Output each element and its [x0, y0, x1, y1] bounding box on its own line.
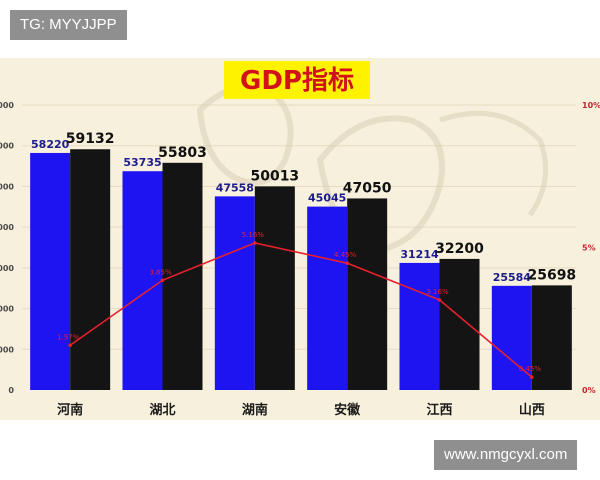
bar-value-label: 47050: [343, 180, 392, 196]
growth-point-label: 1.57%: [57, 333, 80, 341]
bar-value-label: 25698: [527, 267, 576, 283]
growth-point: [253, 241, 257, 245]
bar-series-1: [399, 262, 440, 390]
growth-line: 1.57% 3.85% 5.16% 4.45% 3.16% 0.45%: [57, 231, 541, 379]
bar-series-2: [531, 285, 572, 390]
x-tick-label: 湖北: [149, 403, 175, 418]
y-tick-label: 40000: [0, 223, 14, 232]
growth-point-label: 3.16%: [426, 288, 449, 296]
x-tick-label: 河南: [57, 402, 83, 418]
growth-point: [68, 343, 72, 348]
y2-tick-label: 5%: [582, 244, 596, 253]
bar-series-2: [70, 149, 111, 390]
growth-point-label: 3.85%: [149, 268, 172, 276]
x-tick-label: 湖南: [242, 402, 268, 418]
bar-series-1: [491, 285, 532, 390]
y-axis-left: 0 10000 20000 30000 40000 50000 60000 70000: [0, 101, 14, 395]
bar-value-label: 59132: [66, 131, 115, 147]
y2-tick-label: 10%: [582, 101, 600, 110]
bar-value-label: 25584: [493, 271, 532, 284]
y-tick-label: 30000: [0, 264, 14, 273]
y-tick-label: 10000: [0, 345, 14, 354]
bar-value-label: 58220: [31, 138, 70, 151]
bar-value-label: 32200: [435, 241, 484, 257]
gdp-chart: 0 10000 20000 30000 40000 50000 60000 70000 0% 5…: [0, 61, 600, 418]
bar-series-2: [439, 258, 480, 390]
growth-point-label: 4.45%: [334, 251, 357, 259]
bar-value-label: 50013: [250, 168, 299, 184]
y-tick-label: 0: [8, 386, 14, 395]
gridlines: [22, 104, 576, 350]
bar-series-2: [162, 162, 203, 390]
growth-point: [437, 298, 442, 302]
bar-series-1: [307, 206, 348, 390]
growth-point: [160, 278, 165, 283]
x-tick-label: 安徽: [334, 402, 361, 418]
growth-point: [530, 375, 534, 379]
bar-value-label: 31214: [400, 248, 439, 261]
growth-point-label: 5.16%: [242, 231, 265, 239]
x-tick-label: 山西: [519, 402, 545, 418]
growth-point: [345, 261, 349, 265]
bar-series-1: [122, 171, 163, 390]
bar-series-1: [214, 196, 255, 390]
bar-series-2: [254, 186, 295, 390]
chart-title: GDP指标: [240, 66, 354, 96]
bar-value-label: 45045: [308, 192, 346, 205]
growth-point-label: 0.45%: [519, 365, 542, 373]
bar-value-label: 55803: [158, 145, 207, 161]
growth-line-path: [69, 242, 533, 378]
bar-series-1: [30, 152, 71, 390]
site-watermark: www.nmgcyxl.com: [434, 440, 578, 470]
chart-title-background: [224, 61, 370, 99]
bar-value-label: 53735: [123, 156, 161, 169]
y-tick-label: 70000: [0, 101, 14, 110]
y-tick-label: 60000: [0, 142, 14, 151]
x-axis: 河南 湖北 湖南 安徽 江西 山西: [57, 402, 545, 418]
tg-watermark: TG: MYYJJPP: [10, 10, 127, 40]
y-axis-right: 0% 5% 10%: [582, 101, 600, 395]
y2-tick-label: 0%: [582, 386, 596, 395]
x-tick-label: 江西: [426, 402, 452, 418]
bar-value-label: 47558: [216, 181, 254, 194]
bar-series-2: [347, 198, 388, 390]
y-tick-label: 50000: [0, 182, 14, 191]
y-tick-label: 20000: [0, 305, 14, 314]
